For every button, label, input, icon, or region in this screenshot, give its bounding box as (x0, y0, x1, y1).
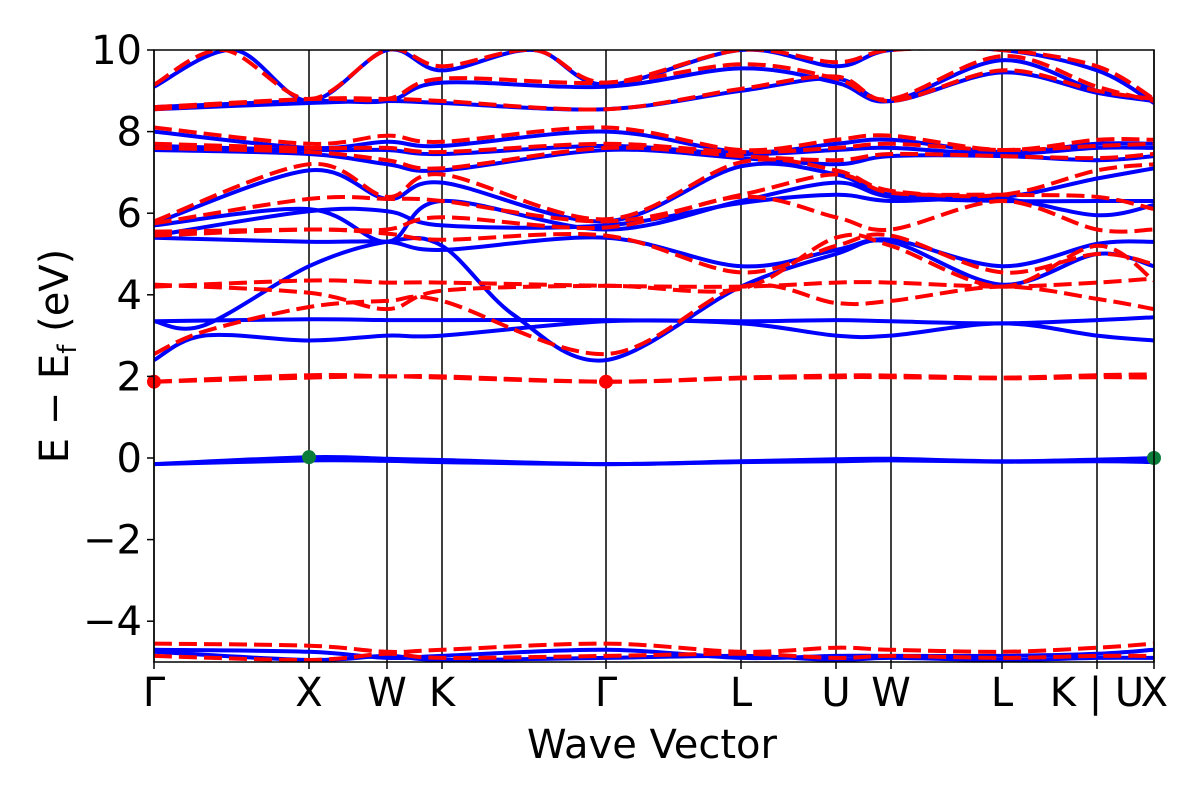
y-axis-label-sub: f (53, 344, 83, 354)
y-tick-label: 10 (91, 28, 142, 74)
x-tick-label: X (295, 670, 322, 716)
x-tick-label: K | U (1050, 670, 1144, 716)
y-tick-label: 6 (117, 191, 142, 237)
dashed-band-line (154, 372, 1154, 384)
band-edge-marker (302, 450, 316, 465)
bands-layer (154, 50, 1154, 662)
solid-band-line (154, 649, 1154, 662)
y-tick-label: 4 (117, 273, 142, 319)
solid-band-line (154, 235, 1154, 363)
solid-band-line (154, 161, 1154, 226)
plot-frame (153, 49, 1155, 663)
markers-layer (147, 374, 1161, 465)
solid-band-line (154, 58, 1154, 110)
x-tick-label: Γ (595, 670, 618, 716)
y-axis-label-main: E − E (32, 354, 78, 464)
dashed-band-line (154, 641, 1154, 654)
x-tick-label: U (821, 670, 850, 716)
x-tick-label: L (730, 670, 753, 716)
x-tick-label: W (367, 670, 407, 716)
x-axis-label: Wave Vector (527, 722, 778, 768)
solid-band-line (154, 315, 1154, 326)
y-tick-label: −2 (83, 518, 142, 564)
y-axis-label: E − Ef (eV) (32, 249, 83, 464)
y-axis-label-unit: (eV) (32, 249, 78, 345)
solid-band-line (154, 235, 1154, 269)
dashed-band-line (154, 157, 1154, 224)
dashed-band-line (154, 232, 1154, 312)
dashed-band-line (154, 651, 1154, 662)
x-tick-label: Γ (143, 670, 166, 716)
y-tick-label: −4 (83, 599, 142, 645)
dashed-band-line (154, 50, 1154, 101)
y-tick-label: 0 (117, 436, 142, 482)
dashed-band-line (154, 54, 1154, 110)
x-tick-label: W (871, 670, 911, 716)
y-axis: 10 8 6 4 2 0 −2 −4 (83, 28, 154, 645)
dashed-band-line (154, 125, 1154, 153)
x-tick-label: K (429, 670, 457, 716)
y-tick-label: 2 (117, 354, 142, 400)
band-edge-marker (599, 374, 613, 389)
x-tick-label: X (1141, 670, 1168, 716)
x-tick-label: L (991, 670, 1014, 716)
solid-band-line (154, 458, 1154, 467)
y-tick-label: 8 (117, 110, 142, 156)
dashed-band-line (154, 145, 1154, 171)
